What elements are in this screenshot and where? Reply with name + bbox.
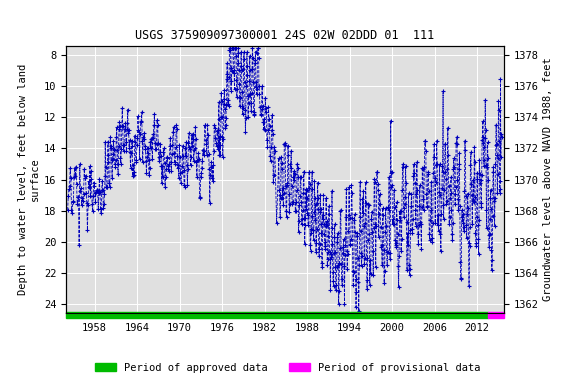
Bar [488, 312, 504, 318]
Legend: Period of approved data, Period of provisional data: Period of approved data, Period of provi… [91, 359, 485, 377]
Y-axis label: Depth to water level, feet below land
surface: Depth to water level, feet below land su… [18, 64, 40, 295]
Title: USGS 375909097300001 24S 02W 02DDD 01  111: USGS 375909097300001 24S 02W 02DDD 01 11… [135, 29, 435, 42]
Bar [66, 312, 488, 318]
Y-axis label: Groundwater level above NAVD 1988, feet: Groundwater level above NAVD 1988, feet [543, 58, 553, 301]
